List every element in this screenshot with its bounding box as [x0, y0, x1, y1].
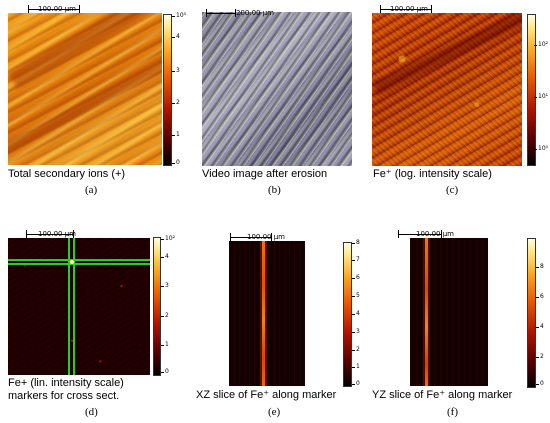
color-scale-bar [163, 14, 172, 166]
color-scale-tick: 2 [161, 312, 169, 319]
color-scale-tick: 2 [536, 353, 544, 360]
color-scale-tick: 4 [536, 323, 544, 330]
color-scale-bar [153, 237, 161, 376]
fe-signal-line [425, 238, 428, 386]
color-scale-bar [527, 238, 536, 388]
panel-caption-line2: markers for cross sect. [8, 390, 120, 402]
panel-letter: (f) [447, 406, 458, 418]
fe-signal-line [262, 241, 265, 386]
color-scale-tick: 8 [536, 263, 544, 270]
scale-bar: 100.00 µm [380, 3, 440, 17]
color-scale-tick: 4 [172, 33, 180, 40]
panel-caption: YZ slice of Fe⁺ along marker [372, 389, 513, 401]
scale-bar: 100.00 µm [28, 3, 80, 17]
color-scale-tick: 10² [160, 235, 176, 242]
panel-caption: XZ slice of Fe⁺ along marker [196, 389, 337, 401]
color-scale-tick: 6 [536, 293, 544, 300]
scale-bar-label: 100.00 µm [416, 230, 454, 238]
color-scale-tick: 1 [161, 341, 169, 348]
scale-bar-label: 100.00 µm [390, 5, 428, 13]
color-scale-tick: 10¹ [533, 93, 549, 100]
panel-letter: (d) [85, 406, 98, 418]
panel-caption-line1: Fe+ (lin. intensity scale) [8, 377, 124, 389]
fe-log-image [372, 13, 522, 166]
color-scale-tick: 7 [352, 256, 360, 263]
yz-slice-image [410, 238, 488, 386]
color-scale-tick: 0 [536, 380, 544, 387]
color-scale-bar [527, 14, 536, 166]
color-scale-bar [343, 242, 352, 387]
total-ions-image [8, 13, 162, 165]
scale-bar-label: 200.00 µm [236, 9, 274, 17]
color-scale-tick: 0 [172, 159, 180, 166]
color-scale-tick: 5 [352, 292, 360, 299]
vertical-marker [68, 238, 75, 375]
scale-bar-label: 100.00 µm [38, 230, 76, 238]
color-scale-tick: 3 [352, 328, 360, 335]
scale-bar: 100.00 µm [230, 232, 290, 246]
panel-caption: Total secondary ions (+) [8, 168, 126, 180]
color-scale-tick: 0 [352, 380, 360, 387]
panel-letter: (c) [446, 184, 459, 196]
color-scale-tick: 3 [161, 282, 169, 289]
color-scale-tick: 10² [533, 41, 549, 48]
color-scale-tick: 0 [161, 368, 169, 375]
bright-spot [70, 260, 74, 264]
scale-bar: 100.00 µm [398, 229, 458, 243]
scale-bar: 200.00 µm [206, 8, 274, 22]
xz-slice-image [229, 241, 305, 386]
panel-letter: (e) [268, 406, 281, 418]
color-scale-tick: 8 [352, 239, 360, 246]
color-scale-tick: 6 [352, 274, 360, 281]
color-scale-tick: 10⁵ [171, 12, 187, 19]
color-scale-tick: 10⁰ [533, 145, 549, 152]
video-image [202, 12, 352, 166]
scale-bar-label: 100.00 µm [38, 5, 76, 13]
panel-caption: Video image after erosion [202, 168, 328, 180]
scale-bar-label: 100.00 µm [247, 233, 285, 241]
color-scale-tick: 4 [352, 310, 360, 317]
scale-bar: 100.00 µm [26, 229, 86, 243]
color-scale-tick: 1 [352, 363, 360, 370]
horizontal-marker [8, 259, 150, 265]
fe-linear-image [8, 238, 150, 375]
color-scale-tick: 4 [161, 253, 169, 260]
color-scale-tick: 1 [172, 131, 180, 138]
panel-letter: (b) [268, 184, 281, 196]
color-scale-tick: 2 [172, 99, 180, 106]
color-scale-tick: 3 [172, 67, 180, 74]
panel-letter: (a) [85, 184, 98, 196]
panel-caption: Fe⁺ (log. intensity scale) [373, 168, 492, 180]
color-scale-tick: 2 [352, 346, 360, 353]
